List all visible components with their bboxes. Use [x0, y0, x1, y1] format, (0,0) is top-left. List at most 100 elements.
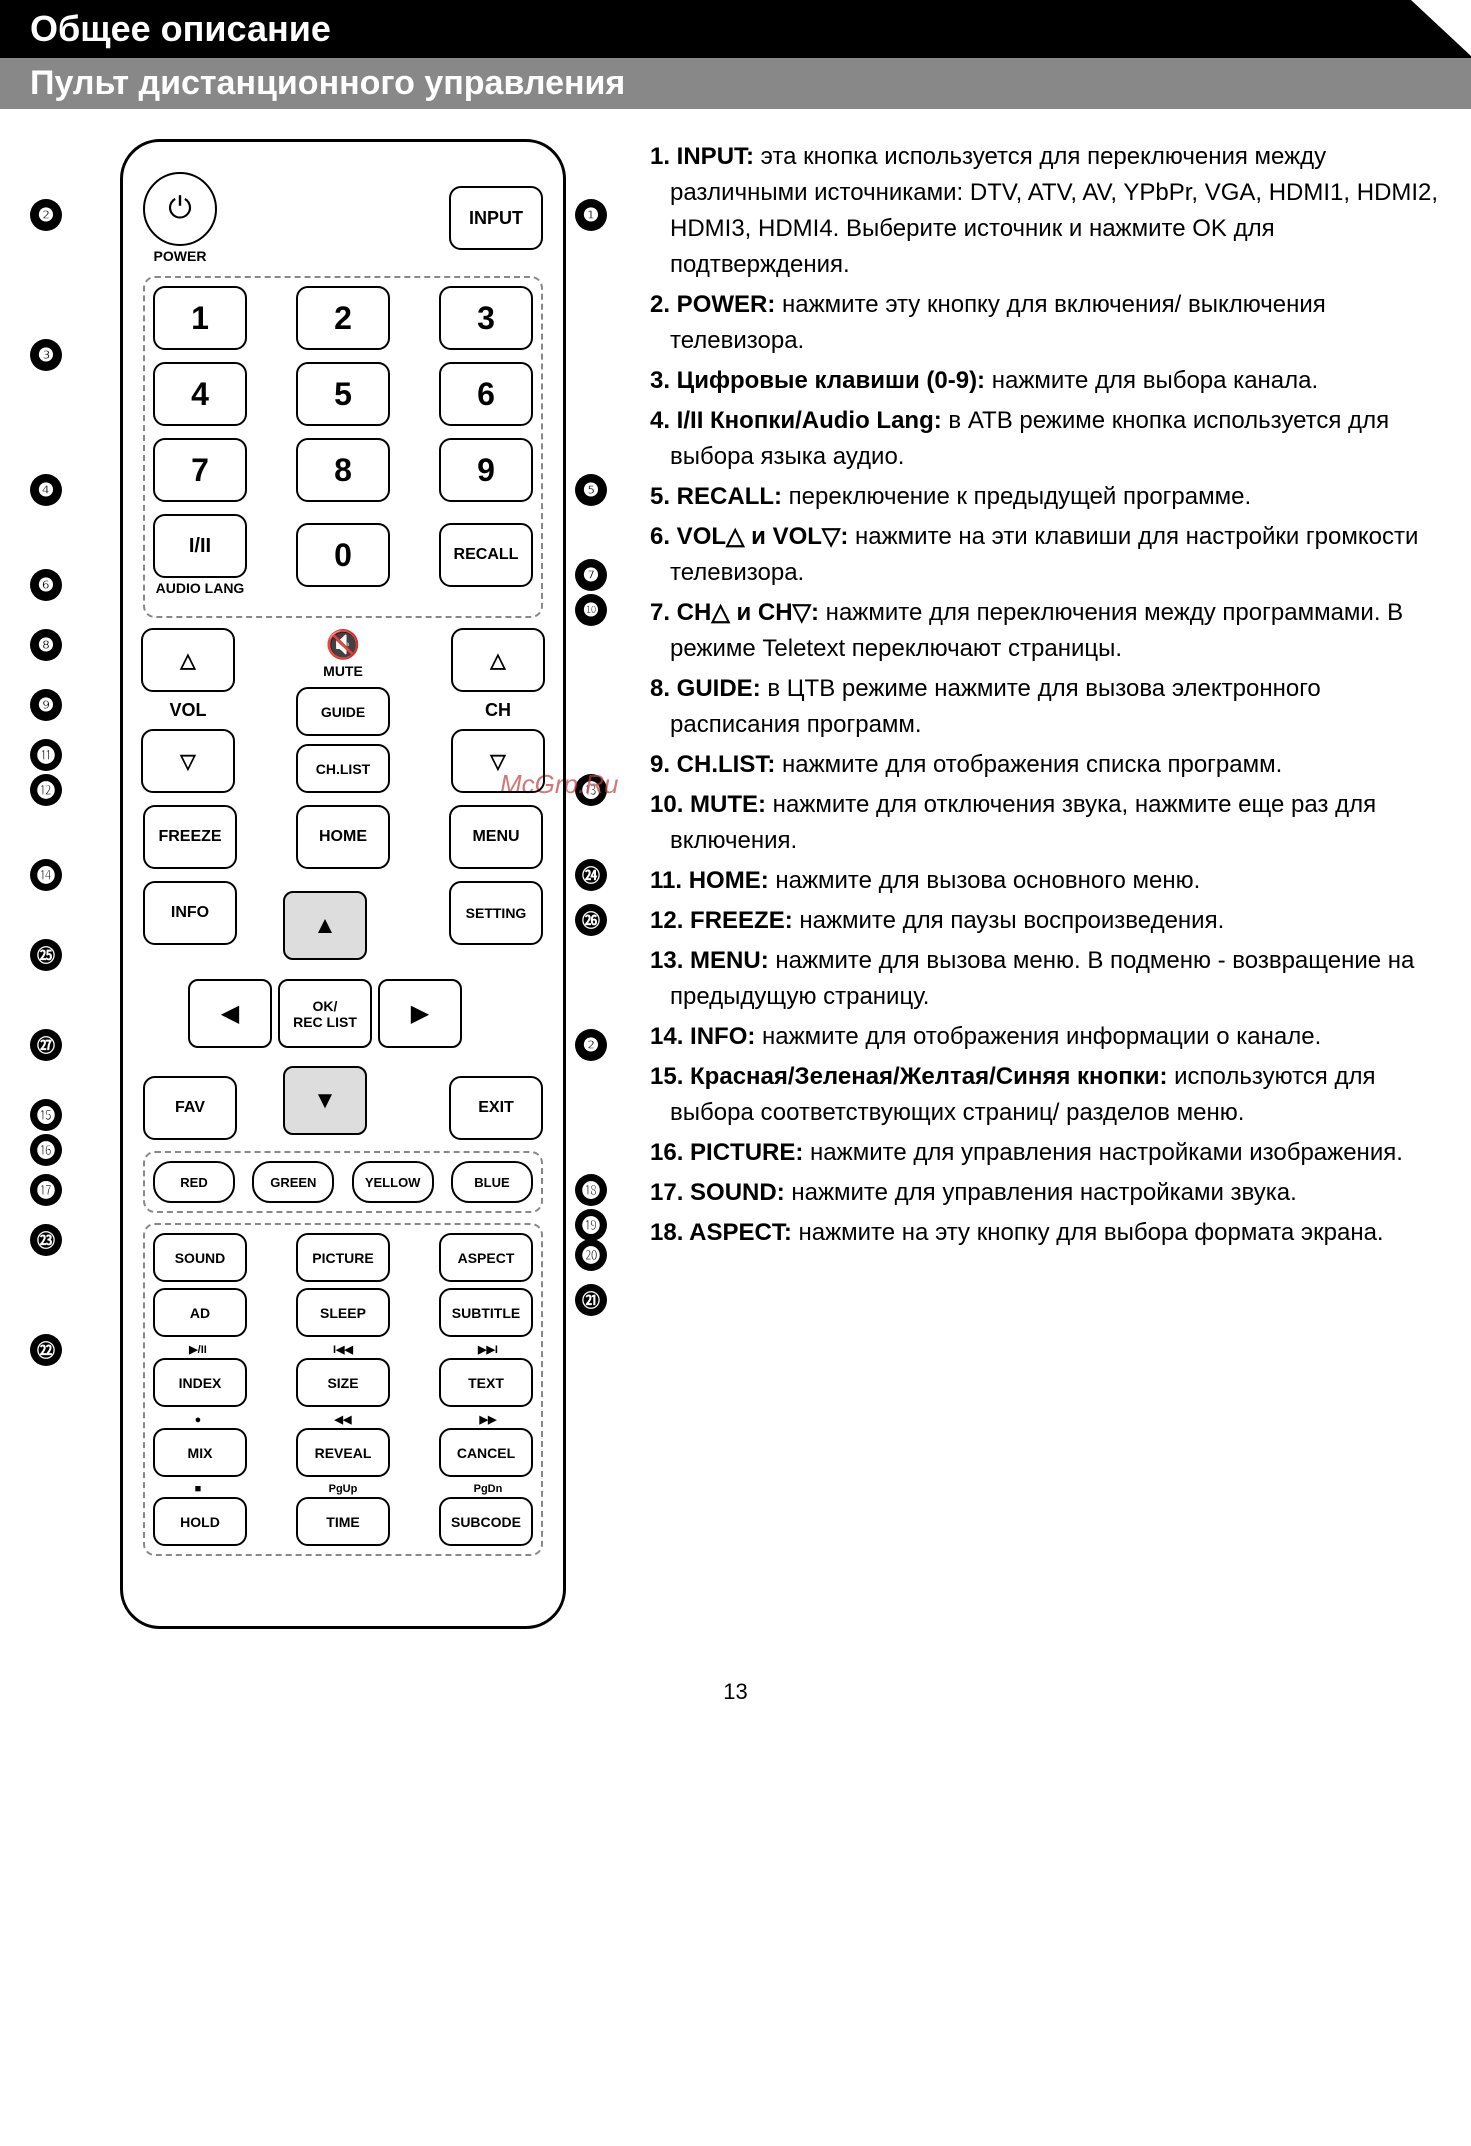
callout-5: ❺ [575, 474, 607, 506]
desc-item: 12. FREEZE: нажмите для паузы воспроизве… [630, 903, 1451, 939]
pgup-label: PgUp [298, 1483, 388, 1495]
mix-button: MIX [153, 1428, 247, 1477]
green-button: GREEN [252, 1161, 334, 1203]
callout-15: ⓯ [30, 1099, 62, 1131]
aspect-button: ASPECT [439, 1233, 533, 1282]
desc-item: 4. I/II Кнопки/Audio Lang: в ATB режиме … [630, 403, 1451, 475]
desc-item: 10. MUTE: нажмите для отключения звука, … [630, 787, 1451, 859]
yellow-button: YELLOW [352, 1161, 434, 1203]
freeze-button: FREEZE [143, 805, 237, 869]
num-5: 5 [296, 362, 390, 426]
size-button: SIZE [296, 1358, 390, 1407]
mute-icon: 🔇 [323, 628, 363, 661]
i-ii-button: I/II [153, 514, 247, 578]
nav-down: ▼ [283, 1066, 367, 1135]
desc-item: 17. SOUND: нажмите для управления настро… [630, 1175, 1451, 1211]
content-area: ❷ ❸ ❹ ❻ ❽ ❾ ⓫ ⓬ ⓮ ㉕ ㉗ ⓯ ⓰ ⓱ ㉓ ㉒ ❶ ❺ ❼ ❿ … [0, 109, 1471, 1659]
time-button: TIME [296, 1497, 390, 1546]
callout-26: ㉖ [575, 904, 607, 936]
desc-item: 16. PICTURE: нажмите для управления наст… [630, 1135, 1451, 1171]
reveal-button: REVEAL [296, 1428, 390, 1477]
num-6: 6 [439, 362, 533, 426]
guide-button: GUIDE [296, 687, 390, 736]
power-label: POWER [143, 248, 217, 264]
callout-27: ㉗ [30, 1029, 62, 1061]
cancel-button: CANCEL [439, 1428, 533, 1477]
num-0: 0 [296, 523, 390, 587]
remote-body: ⏻ POWER INPUT 1 2 3 4 5 6 7 [120, 139, 566, 1629]
recall-button: RECALL [439, 523, 533, 587]
callout-16: ⓰ [30, 1134, 62, 1166]
exit-button: EXIT [449, 1076, 543, 1140]
subtitle-button: SUBTITLE [439, 1288, 533, 1337]
callout-10: ❿ [575, 594, 607, 626]
blue-button: BLUE [451, 1161, 533, 1203]
mute-label: MUTE [323, 663, 363, 679]
ok-button: OK/REC LIST [278, 979, 372, 1048]
desc-item: 11. HOME: нажмите для вызова основного м… [630, 863, 1451, 899]
hold-button: HOLD [153, 1497, 247, 1546]
callout-24: ㉔ [575, 859, 607, 891]
pgdn-label: PgDn [443, 1483, 533, 1495]
nav-right: ▶ [378, 979, 462, 1048]
desc-item: 13. MENU: нажмите для вызова меню. В под… [630, 943, 1451, 1015]
desc-item: 3. Цифровые клавиши (0-9): нажмите для в… [630, 363, 1451, 399]
ad-button: AD [153, 1288, 247, 1337]
nav-section: INFO ▲ SETTING ◀ OK/REC LIST ▶ FAV ▼ EXI… [143, 881, 543, 1141]
nav-up: ▲ [283, 891, 367, 960]
num-2: 2 [296, 286, 390, 350]
callout-7: ❼ [575, 559, 607, 591]
desc-item: 14. INFO: нажмите для отображения информ… [630, 1019, 1451, 1055]
callout-11: ⓫ [30, 739, 62, 771]
picture-button: PICTURE [296, 1233, 390, 1282]
fav-button: FAV [143, 1076, 237, 1140]
nav-left: ◀ [188, 979, 272, 1048]
callout-14: ⓮ [30, 859, 62, 891]
sleep-button: SLEEP [296, 1288, 390, 1337]
callout-17: ⓱ [30, 1174, 62, 1206]
callout-2b: ❷ [575, 1029, 607, 1061]
desc-item: 1. INPUT: эта кнопка используется для пе… [630, 139, 1451, 283]
callout-18: ⓲ [575, 1174, 607, 1206]
desc-item: 9. CH.LIST: нажмите для отображения спис… [630, 747, 1451, 783]
desc-item: 6. VOL△ и VOL▽: нажмите на эти клавиши д… [630, 519, 1451, 591]
info-button: INFO [143, 881, 237, 945]
num-1: 1 [153, 286, 247, 350]
color-buttons-group: RED GREEN YELLOW BLUE [143, 1151, 543, 1213]
power-button: ⏻ [143, 172, 217, 246]
callout-21: ㉑ [575, 1284, 607, 1316]
callout-25: ㉕ [30, 939, 62, 971]
ch-up: △ [451, 628, 545, 692]
callout-22: ㉒ [30, 1334, 62, 1366]
callout-20: ⓴ [575, 1239, 607, 1271]
menu-button: MENU [449, 805, 543, 869]
num-9: 9 [439, 438, 533, 502]
remote-diagram: ❷ ❸ ❹ ❻ ❽ ❾ ⓫ ⓬ ⓮ ㉕ ㉗ ⓯ ⓰ ⓱ ㉓ ㉒ ❶ ❺ ❼ ❿ … [20, 139, 620, 1629]
vol-label: VOL [153, 700, 223, 721]
callout-2: ❷ [30, 199, 62, 231]
home-button: HOME [296, 805, 390, 869]
chlist-button: CH.LIST [296, 744, 390, 793]
text-button: TEXT [439, 1358, 533, 1407]
setting-button: SETTING [449, 881, 543, 945]
number-pad: 1 2 3 4 5 6 7 8 9 I/II AUDIO LA [143, 276, 543, 618]
callout-3: ❸ [30, 339, 62, 371]
bottom-buttons-group: SOUND PICTURE ASPECT AD SLEEP SUBTITLE ▶… [143, 1223, 543, 1556]
header-sub: Пульт дистанционного управления [0, 58, 1471, 109]
header-main: Общее описание [0, 0, 1471, 58]
subcode-button: SUBCODE [439, 1497, 533, 1546]
callout-12: ⓬ [30, 774, 62, 806]
vol-ch-section: △ VOL ▽ 🔇 MUTE GUIDE CH.LIST △ CH ▽ [143, 628, 543, 793]
ch-down: ▽ [451, 729, 545, 793]
page-number: 13 [0, 1679, 1471, 1705]
input-button: INPUT [449, 186, 543, 250]
sound-button: SOUND [153, 1233, 247, 1282]
ch-label: CH [463, 700, 533, 721]
callout-19: ⓳ [575, 1209, 607, 1241]
desc-item: 18. ASPECT: нажмите на эту кнопку для вы… [630, 1215, 1451, 1251]
desc-item: 2. POWER: нажмите эту кнопку для включен… [630, 287, 1451, 359]
num-7: 7 [153, 438, 247, 502]
index-button: INDEX [153, 1358, 247, 1407]
callout-23: ㉓ [30, 1224, 62, 1256]
callout-9: ❾ [30, 689, 62, 721]
